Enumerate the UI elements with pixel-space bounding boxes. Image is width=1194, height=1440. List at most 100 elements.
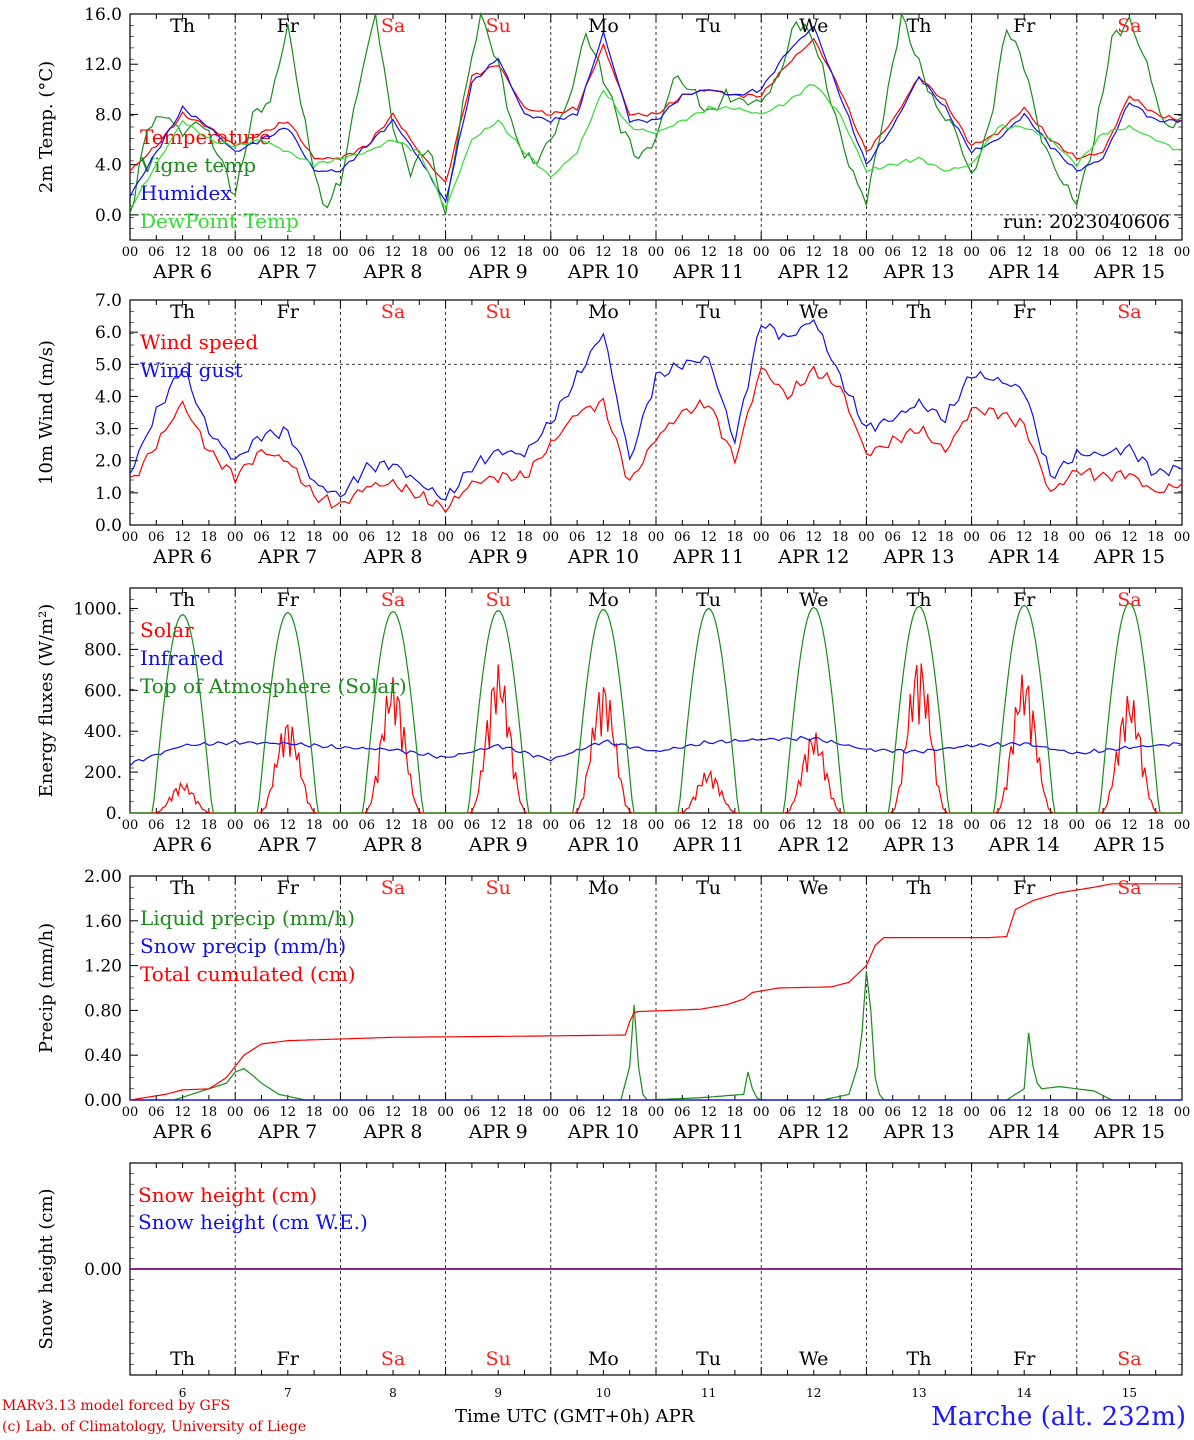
date-label: APR 13 xyxy=(882,546,954,568)
weekday-label: We xyxy=(799,301,828,323)
date-label: APR 7 xyxy=(257,261,317,283)
credit-lab: (c) Lab. of Climatology, University of L… xyxy=(2,1419,307,1435)
hour-tick-label: 12 xyxy=(911,245,928,260)
hour-tick-label: 12 xyxy=(595,818,612,833)
date-label: APR 12 xyxy=(777,546,849,568)
run-label: run: 2023040606 xyxy=(1003,211,1170,233)
y-axis-label: Energy fluxes (W/m²) xyxy=(36,604,57,798)
hour-tick-label: 18 xyxy=(201,1105,218,1120)
hour-tick-label: 18 xyxy=(621,245,638,260)
date-label: APR 7 xyxy=(257,1121,317,1143)
hour-tick-label: 18 xyxy=(937,818,954,833)
hour-tick-label: 06 xyxy=(148,245,165,260)
date-label: APR 15 xyxy=(1093,261,1165,283)
y-tick-label: 400. xyxy=(84,722,122,742)
hour-tick-label: 00 xyxy=(437,818,454,833)
hour-tick-label: 00 xyxy=(753,1105,770,1120)
hour-tick-label: 18 xyxy=(1147,245,1164,260)
date-label: APR 8 xyxy=(363,546,423,568)
date-label: APR 13 xyxy=(882,834,954,856)
hour-tick-label: 00 xyxy=(963,530,980,545)
series-line xyxy=(129,11,1183,215)
hour-tick-label: 00 xyxy=(122,1105,139,1120)
hour-tick-label: 06 xyxy=(884,530,901,545)
weekday-label: Mo xyxy=(588,15,619,37)
weekday-label: Th xyxy=(170,1348,195,1370)
y-tick-label: 7.0 xyxy=(95,291,122,311)
weekday-label: Mo xyxy=(588,877,619,899)
hour-tick-label: 12 xyxy=(700,1105,717,1120)
date-label: APR 9 xyxy=(468,1121,528,1143)
hour-tick-label: 18 xyxy=(1147,818,1164,833)
hour-tick-label: 18 xyxy=(832,245,849,260)
hour-tick-label: 18 xyxy=(937,530,954,545)
weekday-label: Fr xyxy=(1013,1348,1036,1370)
weekday-label: Tu xyxy=(696,301,721,323)
hour-tick-label: 06 xyxy=(358,245,375,260)
hour-tick-label: 06 xyxy=(779,1105,796,1120)
date-label: APR 8 xyxy=(363,834,423,856)
hour-tick-label: 18 xyxy=(516,1105,533,1120)
hour-tick-label: 00 xyxy=(648,245,665,260)
day-number-label: 10 xyxy=(596,1386,611,1400)
y-tick-label: 6.0 xyxy=(95,323,122,343)
hour-tick-label: 12 xyxy=(385,245,402,260)
weekday-label: We xyxy=(799,877,828,899)
x-axis-title: Time UTC (GMT+0h) APR xyxy=(455,1406,695,1427)
hour-tick-label: 12 xyxy=(490,1105,507,1120)
day-number-label: 7 xyxy=(284,1386,292,1400)
weekday-label: Fr xyxy=(1013,877,1036,899)
date-label: APR 7 xyxy=(257,834,317,856)
weekday-label: Th xyxy=(907,1348,932,1370)
hour-tick-label: 18 xyxy=(832,530,849,545)
hour-tick-label: 18 xyxy=(621,1105,638,1120)
hour-tick-label: 06 xyxy=(779,530,796,545)
date-label: APR 12 xyxy=(777,261,849,283)
hour-tick-label: 12 xyxy=(490,530,507,545)
hour-tick-label: 00 xyxy=(1174,530,1191,545)
legend-entry: Snow precip (mm/h) xyxy=(140,934,346,958)
hour-tick-label: 12 xyxy=(911,530,928,545)
weekday-label: Sa xyxy=(381,589,405,611)
hour-tick-label: 18 xyxy=(516,245,533,260)
weekday-label: Su xyxy=(486,877,511,899)
hour-tick-label: 00 xyxy=(753,818,770,833)
y-tick-label: 200. xyxy=(84,763,122,783)
hour-tick-label: 18 xyxy=(1147,1105,1164,1120)
hour-tick-label: 00 xyxy=(858,245,875,260)
weekday-label: Sa xyxy=(381,877,405,899)
hour-tick-label: 12 xyxy=(806,530,823,545)
hour-tick-label: 06 xyxy=(1095,530,1112,545)
hour-tick-label: 12 xyxy=(1121,245,1138,260)
hour-tick-label: 00 xyxy=(227,245,244,260)
hour-tick-label: 00 xyxy=(543,530,560,545)
legend-entry: Total cumulated (cm) xyxy=(140,962,356,986)
hour-tick-label: 00 xyxy=(963,818,980,833)
hour-tick-label: 12 xyxy=(490,818,507,833)
weekday-label: Su xyxy=(486,15,511,37)
y-axis-label: Snow height (cm) xyxy=(36,1188,57,1349)
hour-tick-label: 06 xyxy=(884,818,901,833)
hour-tick-label: 00 xyxy=(543,818,560,833)
hour-tick-label: 06 xyxy=(253,530,270,545)
hour-tick-label: 18 xyxy=(1042,245,1059,260)
hour-tick-label: 18 xyxy=(832,818,849,833)
hour-tick-label: 06 xyxy=(674,1105,691,1120)
hour-tick-label: 06 xyxy=(674,818,691,833)
hour-tick-label: 18 xyxy=(832,1105,849,1120)
y-tick-label: 2.00 xyxy=(84,867,122,887)
hour-tick-label: 00 xyxy=(122,245,139,260)
date-label: APR 10 xyxy=(567,1121,639,1143)
hour-tick-label: 00 xyxy=(1174,818,1191,833)
hour-tick-label: 06 xyxy=(1095,1105,1112,1120)
hour-tick-label: 00 xyxy=(1174,1105,1191,1120)
hour-tick-label: 12 xyxy=(911,818,928,833)
hour-tick-label: 12 xyxy=(595,1105,612,1120)
hour-tick-label: 00 xyxy=(332,530,349,545)
hour-tick-label: 00 xyxy=(858,1105,875,1120)
date-label: APR 9 xyxy=(468,546,528,568)
series-line xyxy=(129,365,1183,514)
hour-tick-label: 06 xyxy=(569,1105,586,1120)
weekday-label: Th xyxy=(907,301,932,323)
date-label: APR 9 xyxy=(468,261,528,283)
